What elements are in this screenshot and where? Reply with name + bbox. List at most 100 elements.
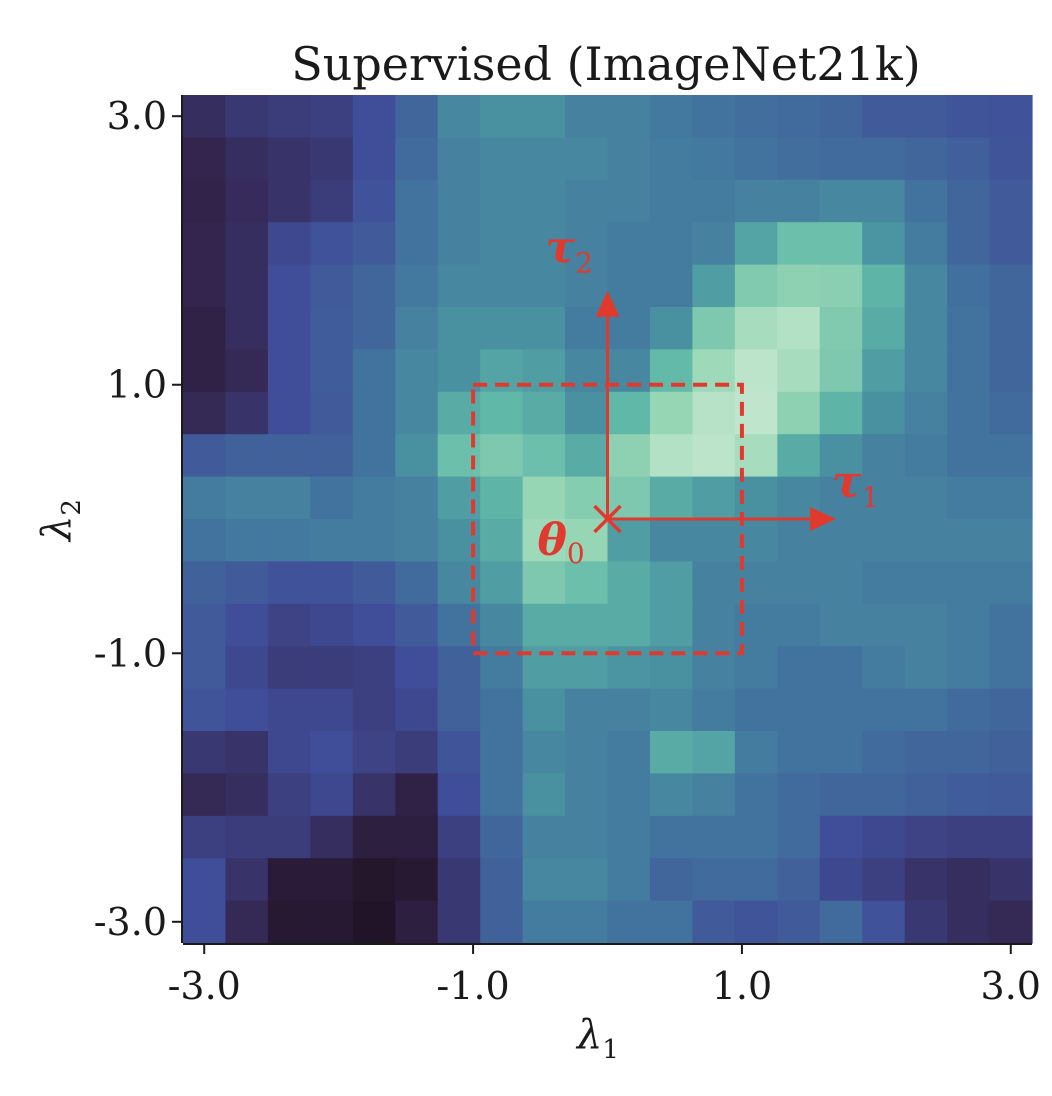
heatmap-cell [862, 95, 906, 138]
heatmap-cell [437, 222, 481, 266]
heatmap-cell [947, 731, 991, 774]
heatmap-cell [989, 137, 1033, 181]
heatmap-cell [947, 222, 991, 266]
heatmap-cell [480, 391, 524, 435]
heatmap-cell [904, 900, 948, 944]
heatmap-cell [989, 858, 1033, 902]
heatmap-cell [395, 95, 439, 138]
heatmap-cell [819, 349, 863, 393]
heatmap-cell [565, 731, 609, 774]
heatmap-cell [692, 858, 736, 902]
heatmap-cell [819, 858, 863, 902]
heatmap-cell [989, 519, 1033, 562]
heatmap-cell [225, 391, 269, 435]
heatmap-cell [183, 137, 227, 181]
heatmap-cell [352, 222, 396, 266]
heatmap-cell [904, 307, 948, 350]
heatmap-cell [777, 264, 821, 308]
heatmap-cell [649, 391, 693, 435]
heatmap-cell [480, 900, 524, 944]
heatmap-cell [904, 815, 948, 859]
heatmap-cell [862, 519, 906, 562]
heatmap-cell [607, 222, 651, 266]
heatmap-cell [225, 858, 269, 902]
heatmap-cell [692, 815, 736, 859]
heatmap-cell [777, 731, 821, 774]
heatmap-cell [862, 603, 906, 647]
heatmap-cell [904, 646, 948, 690]
heatmap-cell [777, 434, 821, 478]
heatmap-cell [607, 561, 651, 605]
heatmap-cell [225, 179, 269, 223]
y-tick-label: 3.0 [107, 94, 167, 138]
heatmap-cell [310, 858, 354, 902]
heatmap-cell [522, 900, 566, 944]
heatmap-cell [819, 773, 863, 817]
heatmap-cell [607, 688, 651, 732]
heatmap-cell [989, 646, 1033, 690]
heatmap-cell [862, 349, 906, 393]
heatmap-cell [777, 391, 821, 435]
heatmap-cell [522, 222, 566, 266]
heatmap-cell [352, 561, 396, 605]
heatmap-cell [649, 773, 693, 817]
heatmap-cell [777, 179, 821, 223]
heatmap-cell [395, 688, 439, 732]
heatmap-cell [310, 561, 354, 605]
heatmap-cell [183, 858, 227, 902]
heatmap-cell [352, 858, 396, 902]
heatmap-cell [267, 900, 311, 944]
heatmap-cell [267, 307, 311, 350]
heatmap-cell [225, 561, 269, 605]
heatmap-cell [862, 434, 906, 478]
heatmap-cell [522, 137, 566, 181]
heatmap-cell [480, 561, 524, 605]
heatmap-cell [310, 900, 354, 944]
heatmap-cell [267, 815, 311, 859]
heatmap-cell [395, 646, 439, 690]
heatmap-cell [267, 688, 311, 732]
heatmap-cell [989, 179, 1033, 223]
heatmap-cell [692, 900, 736, 944]
heatmap-cell [267, 434, 311, 478]
heatmap-cell [692, 307, 736, 350]
heatmap-cell [310, 222, 354, 266]
heatmap-cell [649, 264, 693, 308]
heatmap-cell [437, 137, 481, 181]
heatmap-cell [395, 137, 439, 181]
overlay-annotations: τ1 τ2 θ0 [471, 223, 879, 656]
heatmap-cell [862, 476, 906, 520]
heatmap-cell [565, 561, 609, 605]
heatmap-cell [183, 307, 227, 350]
heatmap-cell [310, 307, 354, 350]
heatmap-cell [395, 561, 439, 605]
heatmap-cell [819, 222, 863, 266]
heatmap-cell [989, 222, 1033, 266]
heatmap-cell [777, 646, 821, 690]
heatmap-cell [267, 349, 311, 393]
heatmap-cell [819, 519, 863, 562]
heatmap-cell [692, 264, 736, 308]
heatmap-cell [395, 307, 439, 350]
heatmap-grid [183, 95, 1033, 944]
heatmap-cell [352, 603, 396, 647]
heatmap-cell [862, 179, 906, 223]
heatmap-cell [734, 815, 778, 859]
heatmap-cell [267, 95, 311, 138]
heatmap-cell [692, 731, 736, 774]
heatmap-cell [734, 264, 778, 308]
heatmap-cell [565, 603, 609, 647]
heatmap-cell [692, 434, 736, 478]
heatmap-cell [522, 434, 566, 478]
heatmap-cell [607, 95, 651, 138]
heatmap-cell [777, 307, 821, 350]
heatmap-cell [395, 434, 439, 478]
heatmap-cell [565, 137, 609, 181]
heatmap-cell [437, 815, 481, 859]
y-tick-label: 1.0 [107, 363, 167, 407]
heatmap-cell [183, 391, 227, 435]
heatmap-cell [352, 519, 396, 562]
y-tick-label: -3.0 [94, 900, 167, 944]
heatmap-cell [183, 519, 227, 562]
heatmap-cell [352, 688, 396, 732]
